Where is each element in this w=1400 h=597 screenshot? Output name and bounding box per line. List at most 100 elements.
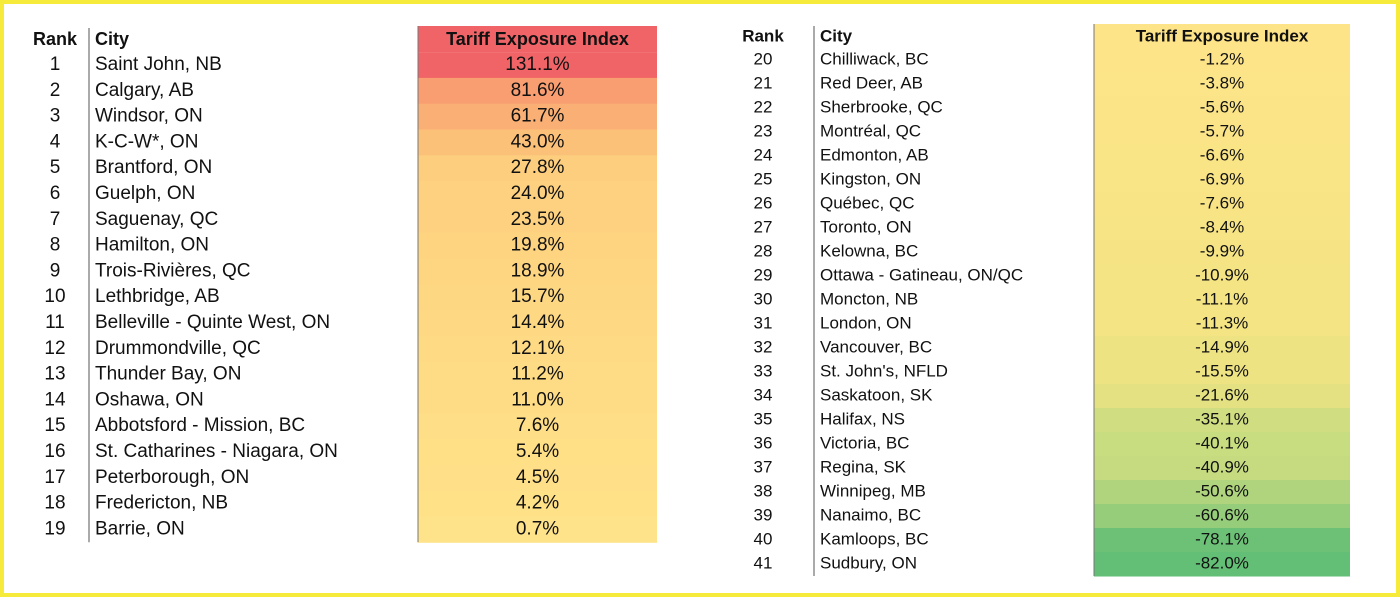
header-rank: Rank [33, 29, 78, 49]
city: Hamilton, ON [95, 235, 209, 256]
index-cell [1094, 216, 1350, 241]
index-value: 7.6% [516, 415, 559, 436]
rank: 27 [754, 217, 773, 236]
index-cell [1094, 192, 1350, 217]
index-value: 4.5% [516, 467, 559, 488]
rank: 30 [754, 289, 773, 308]
index-cell [1094, 144, 1350, 169]
index-cell [418, 181, 657, 208]
index-value: 4.2% [516, 493, 559, 514]
city: Kelowna, BC [820, 241, 918, 260]
city: Chilliwack, BC [820, 49, 929, 68]
rank: 8 [50, 235, 61, 256]
rank: 41 [754, 553, 773, 572]
index-cell [418, 284, 657, 311]
rank: 33 [754, 361, 773, 380]
index-value: -5.7% [1200, 121, 1244, 140]
index-cell [1094, 240, 1350, 265]
index-value: -11.3% [1196, 313, 1249, 332]
index-cell [418, 310, 657, 337]
header-cell [1094, 24, 1350, 48]
index-value: 131.1% [505, 54, 570, 75]
index-value: 18.9% [511, 260, 565, 281]
index-value: 19.8% [511, 235, 565, 256]
header-index: Tariff Exposure Index [446, 29, 629, 49]
index-value: -60.6% [1195, 505, 1249, 524]
index-cell [418, 387, 657, 414]
index-value: 11.2% [511, 364, 564, 385]
rank: 17 [44, 467, 65, 488]
rank: 10 [44, 286, 65, 307]
city: Sherbrooke, QC [820, 97, 943, 116]
city: Nanaimo, BC [820, 505, 921, 524]
index-cell [1094, 96, 1350, 121]
city: Oshawa, ON [95, 389, 204, 410]
index-value: 61.7% [511, 106, 565, 127]
city: Moncton, NB [820, 289, 918, 308]
rank: 32 [754, 337, 773, 356]
city: Sudbury, ON [820, 553, 917, 572]
city: Thunder Bay, ON [95, 364, 241, 385]
index-cell [418, 206, 657, 234]
city: Saint John, NB [95, 54, 222, 75]
index-value: -15.5% [1195, 361, 1249, 380]
index-value: -82.0% [1195, 553, 1249, 572]
index-cell [418, 258, 657, 285]
city: Kamloops, BC [820, 529, 929, 548]
index-cell [1094, 528, 1350, 553]
index-value: -78.1% [1195, 529, 1249, 548]
index-cell [418, 52, 657, 79]
city: Saskatoon, SK [820, 385, 933, 404]
city: Peterborough, ON [95, 467, 249, 488]
index-value: -40.1% [1195, 433, 1249, 452]
city: Victoria, BC [820, 433, 909, 452]
rank: 40 [754, 529, 773, 548]
rank: 13 [44, 364, 65, 385]
index-cell [418, 361, 657, 388]
rank: 18 [44, 493, 65, 514]
city: Kingston, ON [820, 169, 921, 188]
rank: 3 [50, 106, 61, 127]
index-cell [418, 516, 657, 543]
index-cell [1094, 552, 1350, 577]
index-value: -11.1% [1196, 289, 1249, 308]
city: K-C-W*, ON [95, 131, 198, 152]
index-cell [1094, 168, 1350, 193]
index-cell [1094, 264, 1350, 289]
rank: 19 [44, 518, 65, 539]
index-cell [1094, 504, 1350, 529]
city: Drummondville, QC [95, 338, 261, 359]
index-cell [1094, 432, 1350, 457]
city: London, ON [820, 313, 912, 332]
rank: 4 [50, 131, 61, 152]
index-value: 24.0% [511, 183, 565, 204]
rank: 15 [44, 415, 65, 436]
city: Toronto, ON [820, 217, 912, 236]
header-rank: Rank [742, 26, 784, 45]
index-cell [418, 490, 657, 517]
index-value: -40.9% [1195, 457, 1249, 476]
city: Québec, QC [820, 193, 915, 212]
rank: 14 [44, 389, 66, 410]
city: Lethbridge, AB [95, 286, 220, 307]
city: Winnipeg, MB [820, 481, 926, 500]
rank: 11 [45, 312, 65, 333]
index-value: -21.6% [1195, 385, 1249, 404]
city: Belleville - Quinte West, ON [95, 312, 330, 333]
index-cell [418, 129, 657, 156]
index-cell [1094, 408, 1350, 433]
index-value: -9.9% [1200, 241, 1244, 260]
index-cell [418, 439, 657, 466]
city: Vancouver, BC [820, 337, 932, 356]
city: Barrie, ON [95, 518, 185, 539]
rank: 31 [754, 313, 773, 332]
city: Guelph, ON [95, 183, 195, 204]
city: Brantford, ON [95, 157, 212, 178]
index-value: 12.1% [511, 338, 565, 359]
index-cell [1094, 384, 1350, 409]
index-cell [1094, 120, 1350, 145]
index-cell [418, 413, 657, 440]
index-value: 23.5% [511, 209, 565, 230]
index-cell [418, 77, 657, 105]
rank: 28 [754, 241, 773, 260]
